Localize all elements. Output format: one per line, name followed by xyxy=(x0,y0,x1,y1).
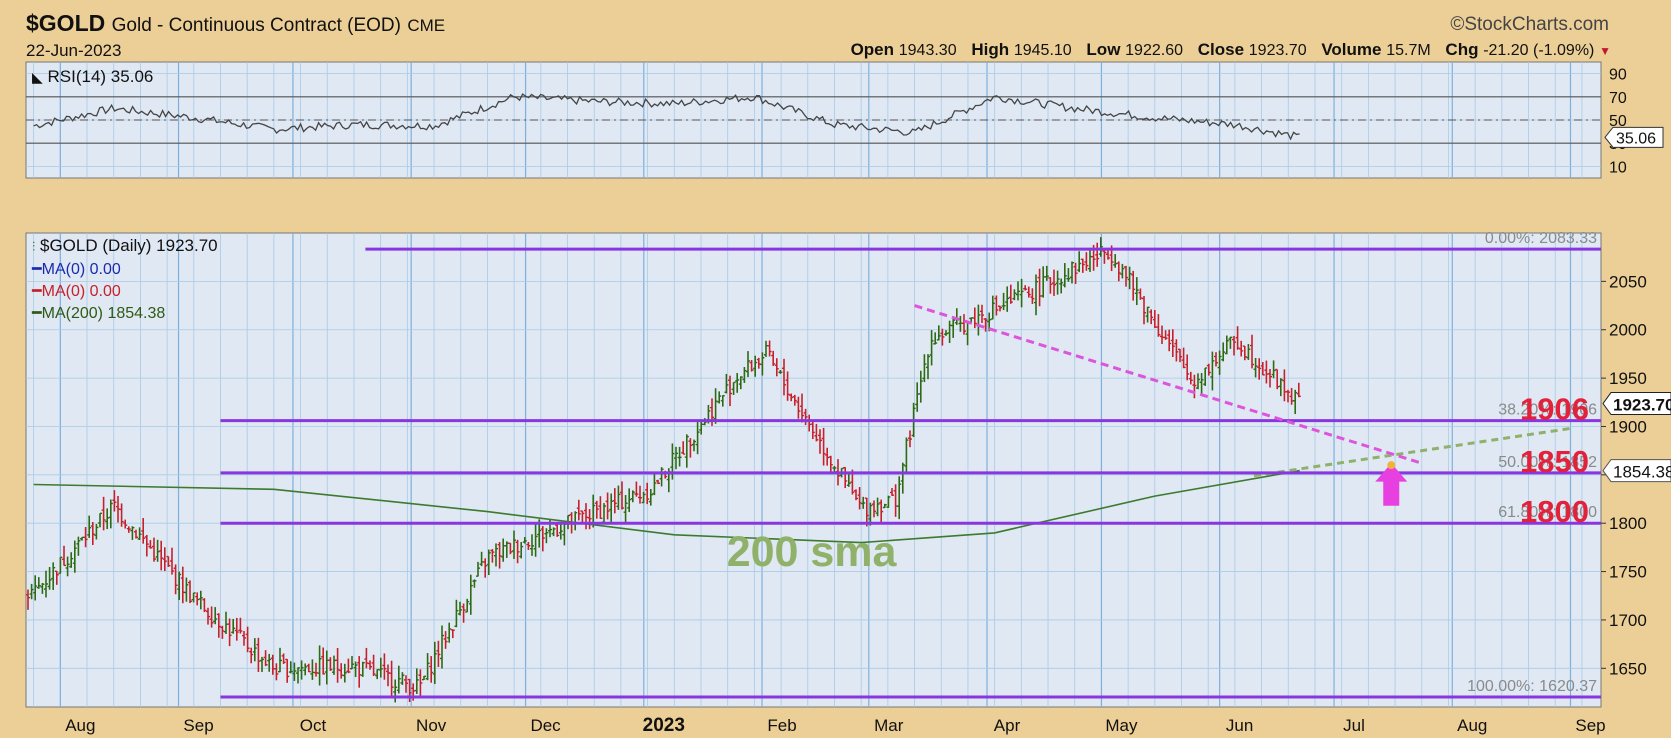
down-arrow-icon: ▼ xyxy=(1599,44,1611,58)
x-tick-label: 2023 xyxy=(643,715,685,736)
open-value: 1943.30 xyxy=(898,42,957,59)
chart-header: $GOLD Gold - Continuous Contract (EOD) C… xyxy=(0,0,1671,62)
x-tick-label: Jul xyxy=(1343,716,1365,735)
x-tick-label: Sep xyxy=(1575,716,1605,735)
low-value: 1922.60 xyxy=(1125,42,1183,59)
low-label: Low xyxy=(1086,40,1121,59)
ma200-tag-text: 1854.38 xyxy=(1613,463,1671,482)
source-credit: ©StockCharts.com xyxy=(1450,14,1609,35)
ma1-swatch: ━ xyxy=(32,261,42,278)
ma1-legend: ━MA(0) 0.00 xyxy=(32,259,121,279)
y-tick-label: 1800 xyxy=(1609,514,1647,533)
x-tick-label: Feb xyxy=(767,716,796,735)
fib-label: 50.00%: 1852 xyxy=(1498,454,1597,471)
y-tick-label: 1700 xyxy=(1609,611,1647,630)
fib-label: 100.00%: 1620.37 xyxy=(1467,678,1597,695)
high-value: 1945.10 xyxy=(1013,42,1072,59)
high-label: High xyxy=(971,40,1010,59)
x-tick-label: Aug xyxy=(1457,716,1487,735)
ma2-legend: ━MA(0) 0.00 xyxy=(32,281,121,301)
ma200-tag xyxy=(1602,459,1671,483)
x-tick-label: Nov xyxy=(416,716,447,735)
x-tick-label: Aug xyxy=(65,716,95,735)
fib-callout: 1850 xyxy=(1520,444,1589,479)
ma200-legend-text: MA(200) 1854.38 xyxy=(41,305,166,322)
rsi-value-tag xyxy=(1604,126,1664,148)
ma200-swatch: ━ xyxy=(32,305,42,322)
x-tick-label: Sep xyxy=(183,716,213,735)
rsi-legend-text: RSI(14) 35.06 xyxy=(47,67,154,86)
rsi-tick-label: 90 xyxy=(1609,67,1627,84)
y-tick-label: 1750 xyxy=(1609,563,1647,582)
ma2-legend-text: MA(0) 0.00 xyxy=(41,283,121,300)
rsi-legend: ◣ RSI(14) 35.06 xyxy=(32,67,153,87)
ma2-swatch: ━ xyxy=(32,283,42,300)
ma200-projection xyxy=(1253,426,1571,478)
fib-label: 38.20%: 1906 xyxy=(1498,402,1597,419)
x-tick-label: Jun xyxy=(1226,716,1253,735)
price-legend: ⫶ $GOLD (Daily) 1923.70 xyxy=(32,236,218,256)
close-value: 1923.70 xyxy=(1248,42,1307,59)
symbol: $GOLD xyxy=(26,10,106,36)
rsi-line xyxy=(33,93,1300,141)
exchange: CME xyxy=(407,16,446,35)
last-price-tag xyxy=(1602,392,1671,416)
volume-value: 15.7M xyxy=(1386,42,1431,59)
price-legend-text: $GOLD (Daily) 1923.70 xyxy=(39,236,218,255)
up-arrow-icon xyxy=(1375,463,1408,506)
fib-callout: 1906 xyxy=(1520,392,1589,427)
ohlc-summary: Open 1943.30 High 1945.10 Low 1922.60 Cl… xyxy=(841,40,1611,60)
x-tick-label: Oct xyxy=(300,716,327,735)
rsi-tick-label: 50 xyxy=(1609,113,1627,130)
ma200-line xyxy=(33,469,1300,544)
ma1-legend-text: MA(0) 0.00 xyxy=(41,261,121,278)
open-label: Open xyxy=(850,40,895,59)
y-tick-label: 1650 xyxy=(1609,659,1647,678)
close-label: Close xyxy=(1197,40,1245,59)
price-panel xyxy=(25,232,1602,708)
chg-value: -21.20 (-1.09%) xyxy=(1483,42,1595,59)
fib-label: 61.80%: 1800 xyxy=(1498,504,1597,521)
rsi-tick-label: 10 xyxy=(1609,159,1627,176)
last-price-tag-text: 1923.70 xyxy=(1613,396,1671,415)
fib-callout: 1800 xyxy=(1520,494,1589,529)
rsi-icon: ◣ xyxy=(32,69,43,85)
y-tick-label: 1900 xyxy=(1609,417,1647,436)
x-tick-label: Mar xyxy=(874,716,904,735)
x-tick-label: Dec xyxy=(530,716,561,735)
intersection-marker xyxy=(1387,461,1396,470)
volume-label: Volume xyxy=(1321,40,1382,59)
instrument-name: Gold - Continuous Contract (EOD) xyxy=(111,15,401,36)
chg-label: Chg xyxy=(1445,40,1479,59)
fib-label: 0.00%: 2083.33 xyxy=(1485,230,1597,247)
x-tick-label: Apr xyxy=(994,716,1021,735)
rsi-tick-label: 70 xyxy=(1609,90,1627,107)
ma200-legend: ━MA(200) 1854.38 xyxy=(32,303,165,323)
chart-date: 22-Jun-2023 xyxy=(26,41,122,60)
y-tick-label: 1950 xyxy=(1609,369,1647,388)
y-tick-label: 2050 xyxy=(1609,272,1647,291)
x-tick-label: May xyxy=(1105,716,1138,735)
chart-title: $GOLD Gold - Continuous Contract (EOD) C… xyxy=(26,10,445,37)
bars-icon: ⫶ xyxy=(32,239,36,254)
trend-line xyxy=(914,304,1423,465)
rsi-value-tag-text: 35.06 xyxy=(1616,130,1656,147)
y-tick-label: 2000 xyxy=(1609,321,1647,340)
annotation-200-sma: 200 sma xyxy=(727,528,898,576)
price-bars xyxy=(26,237,1301,703)
